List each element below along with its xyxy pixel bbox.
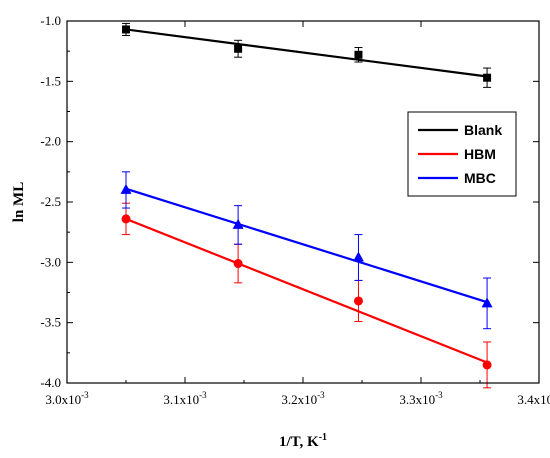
point-blank xyxy=(354,50,363,59)
point-hbm xyxy=(353,296,363,306)
plot-frame xyxy=(66,20,540,384)
x-tick-exponent: -3 xyxy=(435,390,443,400)
axis-ticks: -1.0-1.5-2.0-2.5-3.0-3.5-4.03.0x10-3 3.1x… xyxy=(40,13,550,407)
x-tick-label: 3.2x10-3 xyxy=(281,390,325,407)
x-axis-title-sup: -1 xyxy=(319,432,327,443)
x-tick-mantissa: 3.2x10 xyxy=(281,392,317,407)
y-tick-label: -3.5 xyxy=(40,315,61,330)
plot-marks xyxy=(120,22,493,389)
x-tick-mantissa: 3.0x10 xyxy=(45,392,81,407)
point-mbc xyxy=(481,297,493,308)
y-tick-label: -1.5 xyxy=(40,73,61,88)
series-blank xyxy=(122,22,492,88)
point-hbm xyxy=(482,360,492,370)
fit-line-mbc xyxy=(125,187,488,304)
legend-label-hbm: HBM xyxy=(464,146,496,162)
x-tick-exponent: -3 xyxy=(81,390,89,400)
y-tick-label: -2.0 xyxy=(40,134,61,149)
point-blank xyxy=(483,73,492,82)
series-hbm xyxy=(121,202,492,389)
y-tick-label: -2.5 xyxy=(40,194,61,209)
point-mbc xyxy=(352,251,364,262)
x-tick-label: 3.3x10-3 xyxy=(399,390,443,407)
point-mbc xyxy=(232,218,244,229)
x-tick-mantissa: 3.3x10 xyxy=(399,392,435,407)
point-blank xyxy=(234,44,243,53)
y-tick-label: -1.0 xyxy=(40,13,61,28)
y-tick-label: -3.0 xyxy=(40,254,61,269)
point-hbm xyxy=(121,214,131,224)
y-tick-label: -4.0 xyxy=(40,375,61,390)
x-tick-exponent: -3 xyxy=(317,390,325,400)
x-tick-label: 3.1x10-3 xyxy=(163,390,207,407)
point-mbc xyxy=(120,183,132,194)
legend-label-blank: Blank xyxy=(464,122,502,138)
x-tick-mantissa: 3.4x10 xyxy=(517,392,550,407)
x-tick-mantissa: 3.1x10 xyxy=(163,392,199,407)
point-blank xyxy=(122,25,130,34)
x-tick-label: 3.0x10-3 xyxy=(45,390,89,407)
fit-line-blank xyxy=(125,28,488,78)
legend: Blank HBM MBC xyxy=(407,111,517,197)
fit-line-hbm xyxy=(125,217,488,364)
x-tick-label: 3.4x10-3 xyxy=(517,390,550,407)
series-mbc xyxy=(120,171,493,330)
x-axis-title: 1/T, K-1 xyxy=(279,432,327,450)
x-tick-exponent: -3 xyxy=(199,390,207,400)
y-axis-title: ln ML xyxy=(11,182,27,222)
x-axis-title-main: 1/T, K xyxy=(279,434,319,450)
legend-label-mbc: MBC xyxy=(464,170,496,186)
point-hbm xyxy=(233,259,243,269)
